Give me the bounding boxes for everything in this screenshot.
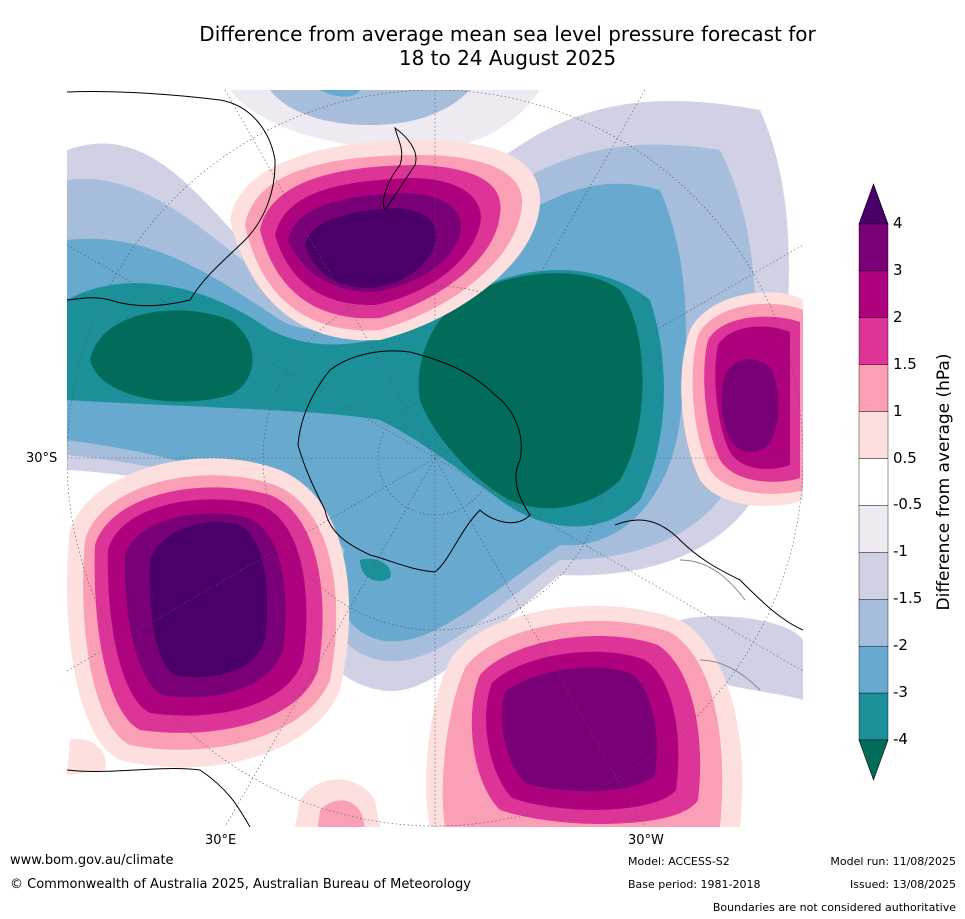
coastlines: [67, 91, 803, 827]
negative-anomaly-region-central: [67, 100, 789, 692]
colorbar-segment: [858, 270, 889, 319]
colorbar-segment: [858, 411, 889, 459]
new-zealand-coastline: [383, 126, 417, 211]
footer-copyright: © Commonwealth of Australia 2025, Austra…: [10, 877, 471, 892]
footer-issued: Issued: 13/08/2025: [849, 878, 956, 891]
colorbar-tick-label: -4: [893, 730, 908, 748]
lon-label-30w: 30°W: [628, 833, 664, 848]
colorbar-tick-label: 1.5: [893, 354, 917, 373]
colorbar-tick-label: -3: [893, 683, 908, 702]
borders: [679, 559, 761, 691]
colorbar-segment: [858, 645, 889, 694]
title-line-2: 18 to 24 August 2025: [398, 46, 617, 70]
map-title: Difference from average mean sea level p…: [0, 22, 965, 70]
colorbar-segment: [858, 599, 889, 647]
colorbar-segment: [858, 692, 889, 741]
colorbar-segment: [858, 552, 889, 600]
lon-label-30e: 30°E: [205, 833, 237, 848]
footer-website: www.bom.gov.au/climate: [10, 853, 174, 868]
positive-anomaly-right-high: [681, 292, 803, 506]
negative-anomaly-region-right: [674, 616, 803, 700]
footer-model-run: Model run: 11/08/2025: [830, 855, 956, 868]
negative-anomaly-region-top: [230, 90, 540, 150]
colorbar-tick-label: -0.5: [893, 495, 923, 514]
colorbar-extend-top: [858, 183, 889, 225]
australia-coastline: [67, 91, 276, 307]
footer-base-period: Base period: 1981-2018: [628, 878, 761, 891]
positive-anomaly-indian-ocean-high: [67, 458, 350, 768]
lat-label-30s: 30°S: [26, 451, 58, 466]
antarctica-coastline: [297, 350, 531, 573]
colorbar: [858, 183, 889, 781]
colorbar-tick-label: -2: [893, 636, 908, 655]
positive-anomaly-bottom-small: [67, 739, 380, 827]
colorbar-tick-label: -1: [893, 542, 908, 561]
colorbar-segment: [858, 317, 889, 365]
south-america-coastline: [614, 519, 803, 631]
colorbar-tick-label: 2: [893, 307, 903, 326]
colorbar-tick-label: 3: [893, 260, 903, 279]
footer-model: Model: ACCESS-S2: [628, 855, 730, 868]
positive-anomaly-atlantic-high: [426, 605, 743, 827]
positive-anomaly-nz-high: [230, 140, 540, 341]
footer-disclaimer: Boundaries are not considered authoritat…: [712, 901, 956, 914]
colorbar-segment: [858, 223, 889, 272]
africa-coastline: [67, 768, 251, 827]
colorbar-tick-label: -1.5: [893, 589, 923, 608]
title-line-1: Difference from average mean sea level p…: [199, 22, 816, 46]
colorbar-tick-label: 1: [893, 401, 903, 420]
colorbar-segment: [858, 364, 889, 412]
graticule: [67, 90, 803, 827]
colorbar-segment: [858, 458, 889, 506]
anomaly-field: [67, 90, 803, 827]
colorbar-segment: [858, 505, 889, 553]
colorbar-tick-label: 0.5: [893, 448, 917, 467]
colorbar-label: Difference from average (hPa): [934, 353, 954, 611]
colorbar-tick-label: 4: [893, 214, 903, 232]
colorbar-extend-bottom: [858, 739, 889, 781]
